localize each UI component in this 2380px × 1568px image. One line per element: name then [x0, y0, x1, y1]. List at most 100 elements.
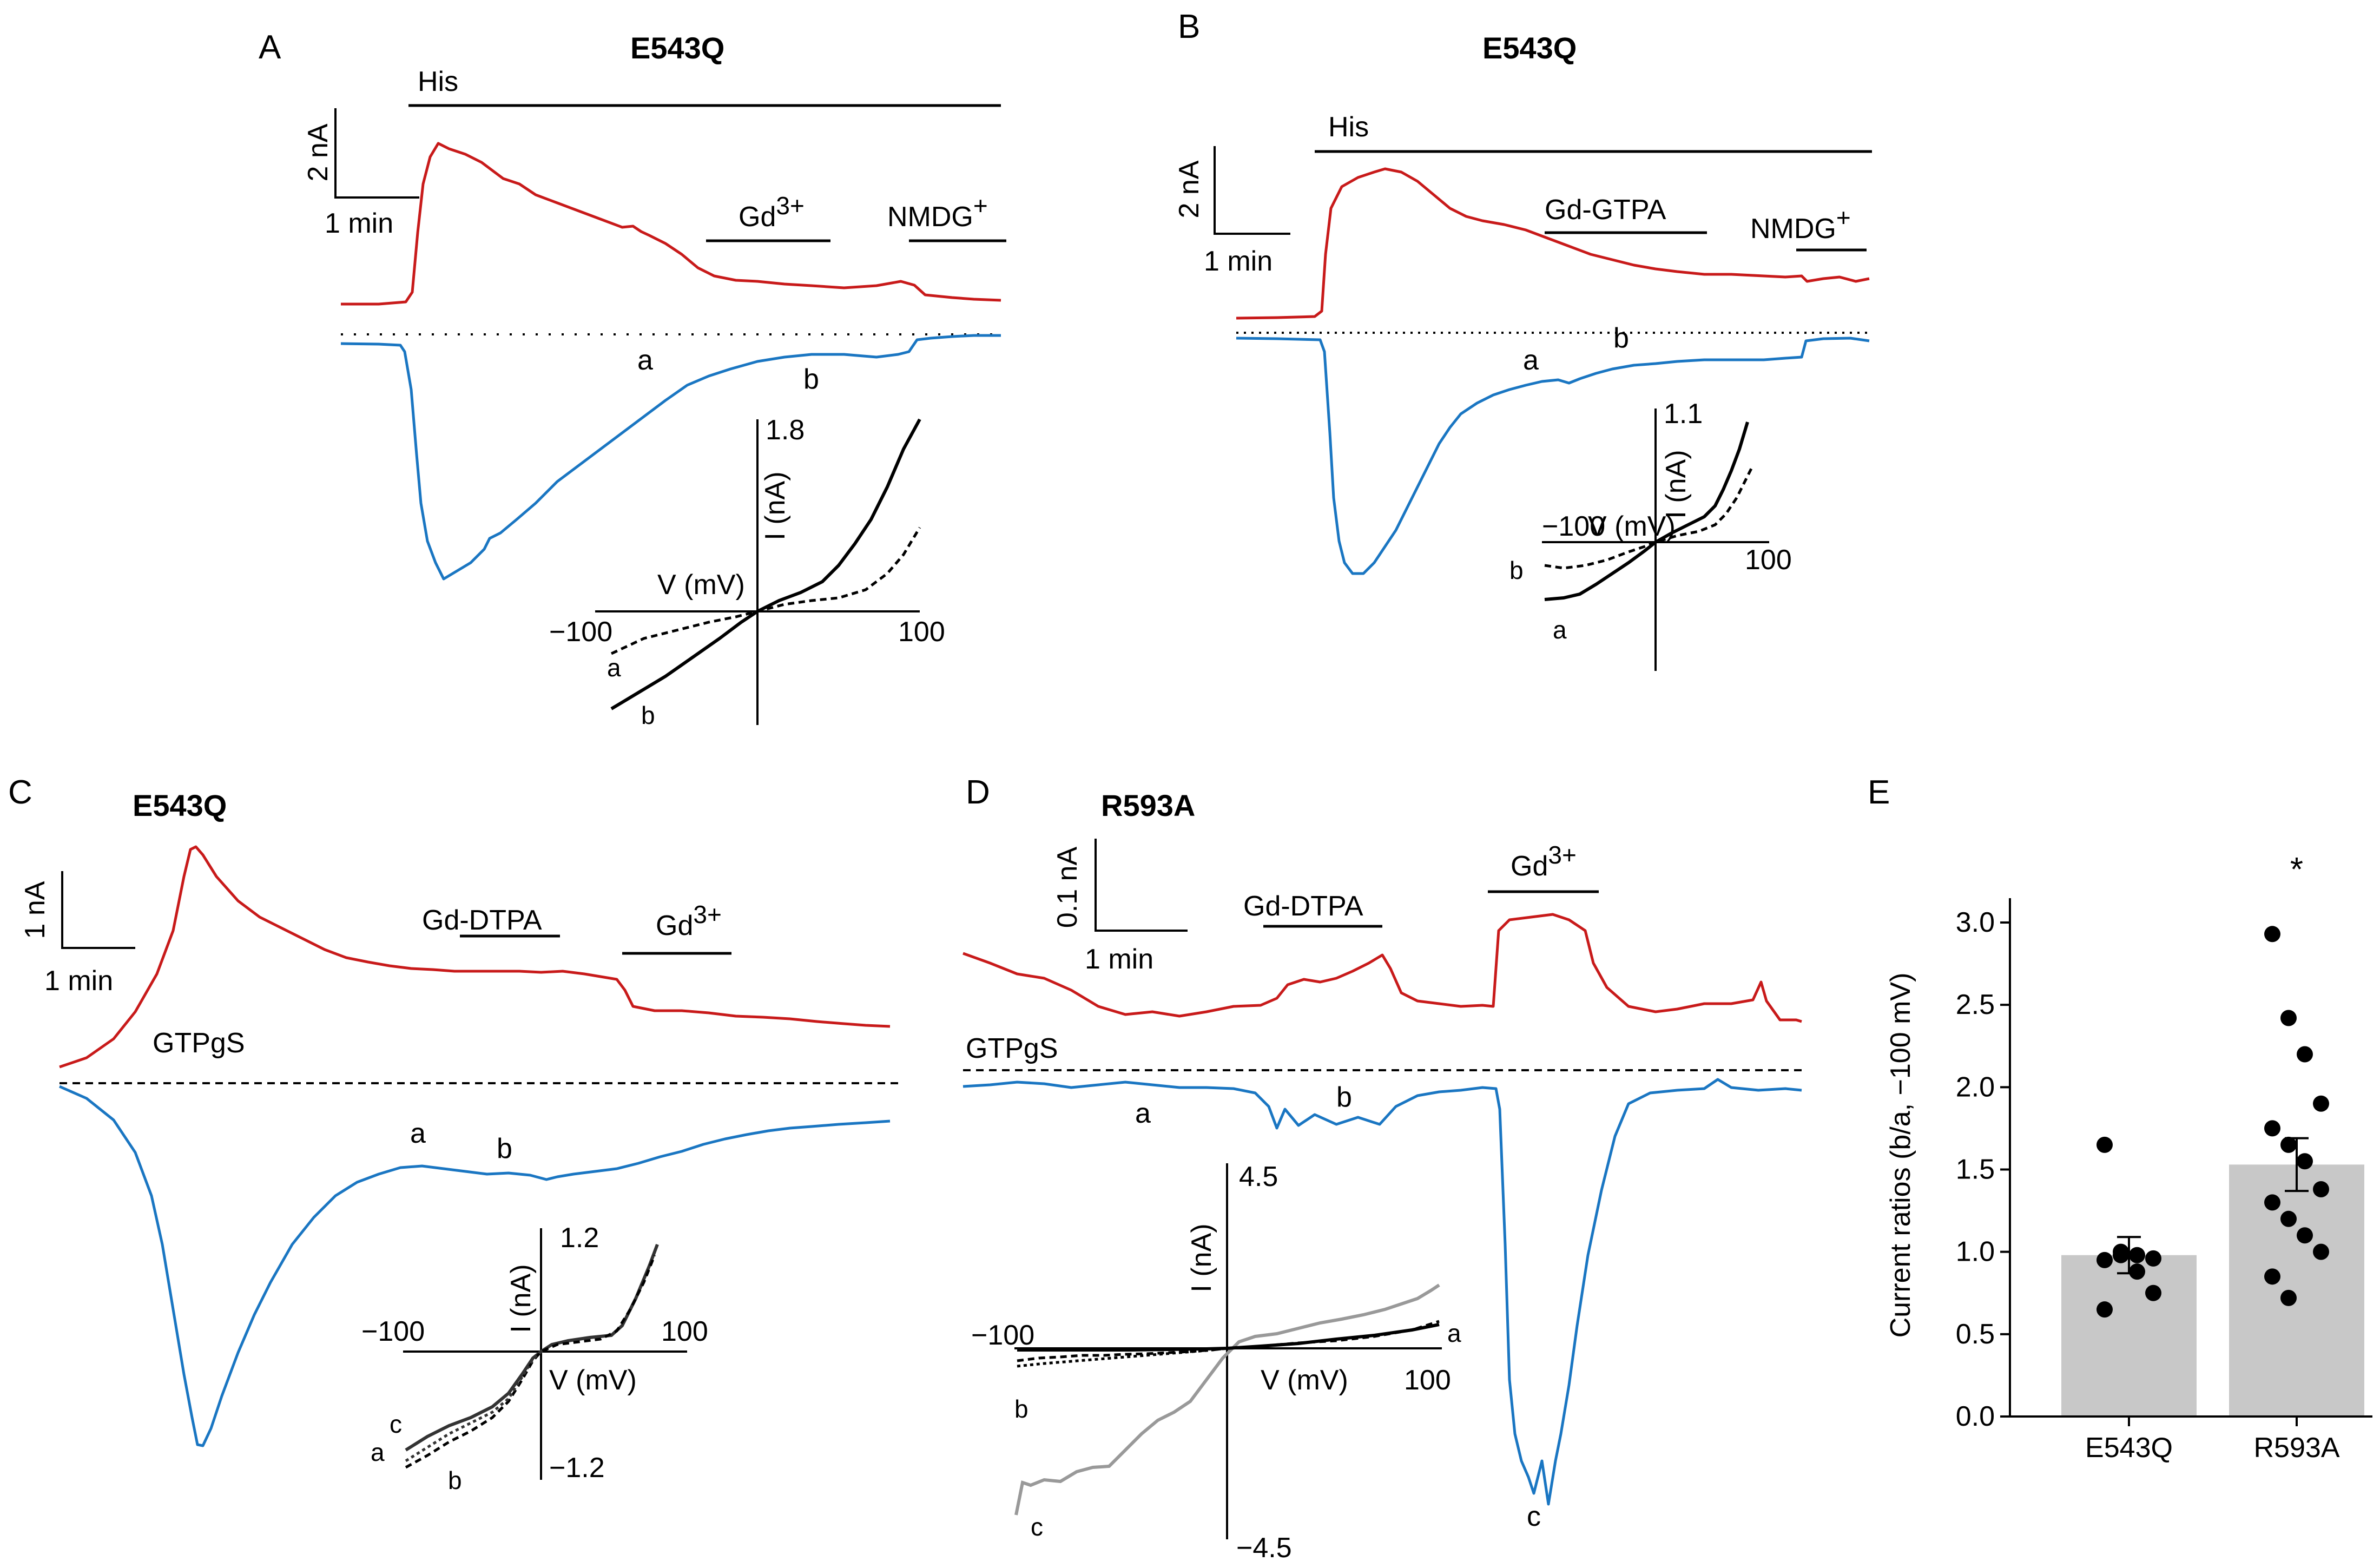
panel-d-mark-b: b — [1336, 1082, 1352, 1113]
data-point — [2280, 1010, 2297, 1026]
panel-d-iv-trace-c — [1014, 1283, 1440, 1516]
panel-c-drug1-label: Gd-DTPA — [422, 905, 542, 936]
panel-e: E Current ratios (b/a, −100 mV) 0.0 0.5 1.… — [1868, 774, 2372, 1464]
panel-b-iv-xmax: 100 — [1745, 544, 1792, 576]
panel-d-letter: D — [966, 774, 990, 811]
panel-a-iv-trace-b — [610, 526, 921, 655]
bar-chart: 0.0 0.5 1.0 1.5 2.0 2.5 3.0 E543Q R593A * — [1956, 851, 2372, 1464]
data-point — [2264, 1268, 2280, 1285]
panel-c-iv-label-c: c — [390, 1410, 402, 1438]
panel-a-scale-y: 2 nA — [302, 123, 334, 181]
panel-c-mark-b: b — [497, 1133, 512, 1164]
panel-c-letter: C — [8, 774, 32, 811]
panel-c-iv-ymax: 1.2 — [560, 1222, 599, 1254]
data-point — [2096, 1301, 2113, 1318]
data-point — [2264, 1120, 2280, 1137]
panel-c-title: E543Q — [133, 788, 227, 822]
data-point — [2264, 1194, 2280, 1211]
panel-d-iv-xmin: −100 — [971, 1320, 1034, 1351]
panel-c-iv-xmin: −100 — [361, 1316, 425, 1347]
bar-e543q — [2061, 1255, 2197, 1417]
panel-c-iv-label-a: a — [371, 1438, 385, 1466]
panel-b-iv-xmin: −100 — [1542, 511, 1605, 542]
panel-a-mark-b: b — [803, 364, 819, 395]
y-tick-label: 2.0 — [1956, 1071, 1995, 1103]
significance-mark: * — [2290, 851, 2303, 888]
data-point — [2129, 1263, 2145, 1280]
panel-c-drug2-label: Gd3+ — [656, 900, 722, 941]
data-point — [2096, 1251, 2113, 1268]
data-point — [2145, 1284, 2161, 1301]
data-point — [2297, 1046, 2313, 1063]
panel-a-scale-bar — [334, 108, 419, 199]
data-point — [2145, 1250, 2161, 1267]
panel-d-iv-label-b: b — [1014, 1395, 1029, 1423]
panel-a-iv-ymax: 1.8 — [766, 414, 805, 446]
panel-b-drug1-label: Gd-GTPA — [1545, 194, 1666, 226]
panel-a-iv-label-b: b — [641, 701, 655, 729]
panel-d-condition: GTPgS — [966, 1033, 1058, 1064]
bar-chart-y-label: Current ratios (b/a, −100 mV) — [1885, 973, 1916, 1338]
panel-a-scale-x: 1 min — [325, 208, 393, 239]
panel-c-iv-xmax: 100 — [661, 1316, 708, 1347]
panel-c-outward-trace — [59, 845, 891, 1069]
data-point — [2113, 1243, 2129, 1260]
panel-a-drug1-label: Gd3+ — [739, 192, 805, 233]
y-tick-label: 1.5 — [1956, 1154, 1995, 1185]
panel-b-iv-trace-b — [1544, 464, 1755, 570]
x-tick-label: R593A — [2254, 1432, 2340, 1464]
panel-c-iv-label-b: b — [448, 1466, 462, 1494]
y-tick-label: 3.0 — [1956, 907, 1995, 938]
data-point — [2313, 1095, 2329, 1112]
panel-a-drug2-label: NMDG+ — [887, 192, 988, 233]
panel-b-title: E543Q — [1482, 31, 1577, 65]
panel-d-iv-xlabel: V (mV) — [1261, 1365, 1348, 1396]
panel-d-iv-ymax: 4.5 — [1239, 1161, 1278, 1193]
panel-b-inward-trace — [1236, 337, 1870, 575]
panel-b-scale-x: 1 min — [1204, 246, 1273, 277]
bar-r593a — [2229, 1164, 2364, 1417]
panel-d-scale-y: 0.1 nA — [1052, 847, 1083, 928]
panel-a-mark-a: a — [637, 345, 653, 376]
panel-d-iv-label-c: c — [1031, 1513, 1043, 1541]
panel-b-iv-ylabel: I (nA) — [1660, 450, 1692, 518]
panel-b-iv-xlabel: V (mV) — [1588, 511, 1676, 542]
panel-b-outward-trace — [1236, 167, 1870, 320]
panel-a-iv-xmax: 100 — [898, 616, 945, 648]
panel-a-iv-xmin: −100 — [549, 616, 612, 648]
data-point — [2280, 1289, 2297, 1306]
panel-a-iv-label-a: a — [607, 654, 621, 682]
y-tick-label: 2.5 — [1956, 989, 1995, 1020]
panel-b-scale-y: 2 nA — [1173, 160, 1205, 218]
panel-b-iv-label-b: b — [1509, 556, 1524, 584]
panel-b-iv-inset: 1.1 I (nA) −100 V (mV) 100 b a — [1509, 398, 1792, 671]
panel-a-iv-trace-a — [610, 418, 921, 710]
data-point — [2297, 1227, 2313, 1244]
panel-c-iv-ylabel: I (nA) — [505, 1264, 537, 1333]
panel-a-letter: A — [259, 29, 281, 66]
panel-c-scale-y: 1 nA — [19, 881, 51, 939]
panel-c-iv-ymin: −1.2 — [549, 1452, 605, 1484]
panel-d-mark-c: c — [1527, 1501, 1541, 1532]
y-tick-label: 1.0 — [1956, 1236, 1995, 1268]
panel-d-iv-ylabel: I (nA) — [1186, 1223, 1217, 1292]
panel-d-inward-trace — [962, 1078, 1802, 1506]
panel-d-iv-ymin: −4.5 — [1236, 1532, 1292, 1564]
panel-a: A E543Q His 2 nA 1 min Gd3+ NMDG+ a b 1.… — [259, 29, 1006, 729]
panel-c-iv-xlabel: V (mV) — [549, 1365, 637, 1396]
panel-e-letter: E — [1868, 774, 1890, 811]
panel-b-iv-trace-a — [1544, 421, 1749, 601]
panel-c-scale-bar — [61, 871, 135, 949]
panel-c-mark-a: a — [410, 1118, 426, 1149]
panel-d-iv-xmax: 100 — [1404, 1365, 1451, 1396]
data-point — [2313, 1243, 2329, 1260]
panel-d-drug1-label: Gd-DTPA — [1243, 891, 1363, 922]
data-point — [2264, 926, 2280, 943]
panel-d-drug2-label: Gd3+ — [1511, 841, 1577, 882]
panel-b-iv-label-a: a — [1553, 616, 1567, 644]
panel-d-outward-trace — [962, 913, 1802, 1023]
panel-c-iv-inset: 1.2 −1.2 I (nA) V (mV) −100 100 c a b — [361, 1222, 708, 1494]
panel-a-agonist-label: His — [418, 66, 458, 97]
panel-d-scale-x: 1 min — [1085, 944, 1153, 975]
